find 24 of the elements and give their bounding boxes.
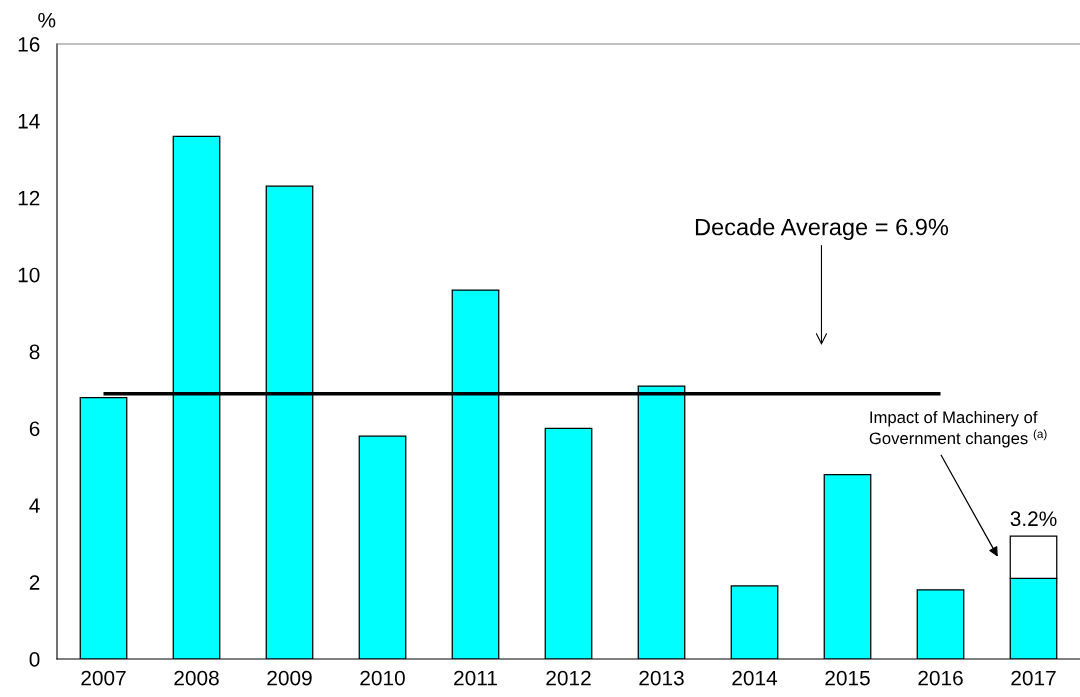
ref-line-label: Decade Average = 6.9% xyxy=(695,218,949,241)
y-tick-label: 6 xyxy=(29,421,40,437)
x-tick-label: 2013 xyxy=(639,670,684,686)
x-tick-label: 2011 xyxy=(454,670,497,686)
y-tick-label: 16 xyxy=(18,37,40,52)
x-tick-label: 2012 xyxy=(546,670,591,686)
y-tick-label: 12 xyxy=(18,190,40,206)
y-tick-label: 0 xyxy=(29,652,40,667)
x-tick-label: 2014 xyxy=(732,670,778,686)
y-tick-label: 10 xyxy=(18,267,40,283)
x-tick-label: 2016 xyxy=(918,670,963,686)
y-tick-label: 2 xyxy=(29,575,40,590)
x-tick-label: 2010 xyxy=(360,670,405,686)
y-axis-title: % xyxy=(38,12,56,28)
x-tick-label: 2015 xyxy=(825,670,870,686)
x-tick-label: 2008 xyxy=(174,670,219,686)
y-tick-label: 14 xyxy=(18,114,40,129)
y-tick-label: 4 xyxy=(29,498,40,513)
x-tick-label: 2017 xyxy=(1011,670,1056,686)
total-label: 3.2% xyxy=(1010,511,1057,527)
y-tick-label: 8 xyxy=(29,344,40,360)
x-tick-label: 2009 xyxy=(267,670,312,686)
x-tick-label: 2007 xyxy=(81,670,126,686)
annotation: Impact of Machinery of Government changes $^{(a)}$ xyxy=(869,410,1047,448)
